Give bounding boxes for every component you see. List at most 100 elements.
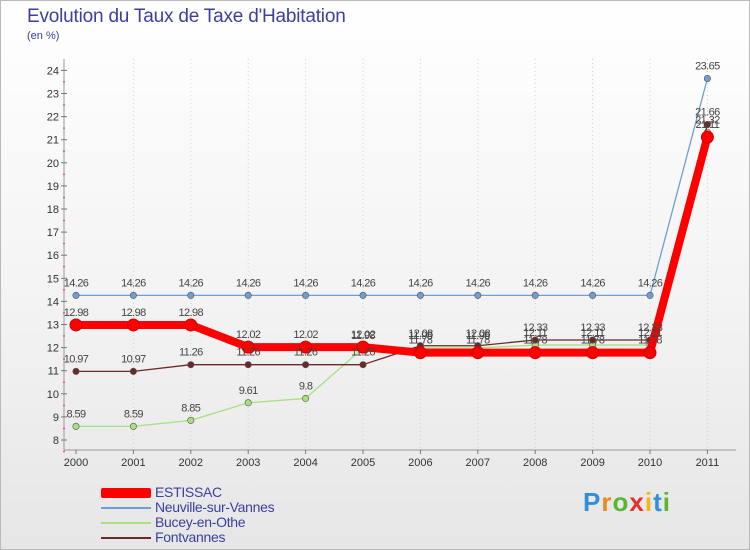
data-label: 12.98 [121, 307, 146, 319]
data-label: 14.26 [64, 277, 89, 289]
data-point [531, 291, 539, 299]
y-tick-label: 12 [47, 343, 59, 355]
data-point [356, 340, 370, 354]
y-minor-tick [63, 265, 65, 268]
legend-item-estissac: ESTISSAC [101, 485, 274, 500]
legend-label: Neuville-sur-Vannes [155, 499, 275, 515]
data-label: 11.78 [638, 335, 662, 347]
data-label: 11.26 [351, 347, 375, 359]
data-label: 12.33 [580, 322, 605, 334]
series-line [76, 132, 709, 428]
data-point [72, 291, 80, 299]
data-label: 14.26 [293, 277, 318, 289]
y-minor-tick [63, 127, 65, 130]
data-point [72, 367, 80, 375]
logo-letter: P [583, 487, 602, 517]
data-label: 10.97 [64, 353, 89, 365]
y-minor-tick [63, 242, 65, 245]
y-minor-tick [63, 219, 65, 222]
data-label: 12.02 [293, 329, 318, 341]
y-tick-label: 8 [53, 435, 59, 447]
data-label: 12.98 [179, 307, 204, 319]
y-tick-label: 13 [47, 320, 59, 332]
logo-letter: i [662, 487, 671, 517]
chart-title: Evolution du Taux de Taxe d'Habitation [27, 6, 346, 27]
y-tick-label: 22 [47, 112, 59, 124]
x-tick-label: 2004 [293, 457, 317, 469]
data-point [589, 336, 597, 344]
data-label: 12.11 [523, 327, 547, 339]
data-point [586, 346, 600, 360]
data-point [528, 346, 542, 360]
data-label: 11.78 [466, 335, 490, 347]
data-label: 21.32 [695, 114, 720, 126]
legend-item-neuville: Neuville-sur-Vannes [101, 499, 275, 515]
data-point [241, 340, 255, 354]
data-point [244, 399, 252, 407]
y-tick-label: 9 [53, 412, 59, 424]
series-line [76, 124, 709, 373]
data-point [129, 291, 137, 299]
data-point [184, 318, 198, 332]
logo-letter: x [629, 487, 645, 517]
data-point [244, 361, 252, 369]
y-minor-tick [63, 427, 65, 430]
y-minor-tick [63, 312, 65, 314]
x-tick-label: 2005 [351, 457, 375, 469]
data-label: 11.26 [179, 347, 203, 359]
proxiti-logo: Proxiti [583, 487, 671, 518]
data-label: 11.78 [409, 335, 433, 347]
logo-letter: o [612, 487, 630, 517]
data-point [643, 346, 657, 360]
data-label: 12.11 [581, 327, 605, 339]
legend-swatch-bucey [101, 521, 151, 524]
data-point [187, 361, 195, 369]
y-tick-label: 23 [47, 89, 59, 101]
y-tick-label: 18 [47, 204, 59, 216]
data-label: 12.33 [523, 322, 548, 334]
data-label: 12.02 [351, 329, 376, 341]
legend-item-fontvannes: Fontvannes [101, 530, 274, 545]
data-label: 12.08 [466, 328, 491, 340]
y-minor-tick [63, 81, 65, 83]
logo-letter: t [653, 487, 663, 517]
data-point [474, 291, 482, 299]
data-point [531, 336, 539, 344]
data-label: 8.59 [66, 408, 85, 420]
series-line [76, 78, 709, 297]
data-point [416, 291, 424, 299]
data-label: 14.26 [236, 277, 261, 289]
y-minor-tick [63, 358, 65, 361]
data-label: 8.85 [181, 402, 200, 414]
y-minor-tick [63, 381, 65, 384]
logo-letter: i [644, 487, 654, 517]
data-label: 11.78 [581, 335, 605, 347]
data-point [187, 291, 195, 299]
data-point [302, 291, 310, 299]
data-point [69, 318, 83, 332]
legend-label: ESTISSAC [155, 484, 222, 500]
data-point [299, 340, 313, 354]
data-label: 23.65 [695, 60, 720, 72]
data-point [359, 291, 367, 299]
legend-item-bucey: Bucey-en-Othe [101, 515, 274, 530]
data-point [471, 346, 485, 360]
x-tick-label: 2007 [466, 457, 490, 469]
y-tick-label: 15 [47, 273, 59, 285]
legend-label: Bucey-en-Othe [155, 514, 246, 530]
data-label: 9.61 [239, 385, 258, 397]
y-tick-label: 14 [47, 296, 59, 308]
y-tick-label: 20 [47, 158, 59, 170]
logo-letter: r [601, 487, 613, 517]
data-label: 12.02 [236, 329, 261, 341]
y-minor-tick [63, 104, 65, 106]
data-label: 10.97 [121, 353, 146, 365]
y-minor-tick [63, 173, 65, 176]
data-label: 11.26 [236, 347, 260, 359]
data-point [646, 291, 654, 299]
data-label: 14.26 [179, 277, 204, 289]
data-label: 14.26 [121, 277, 146, 289]
x-tick-label: 2009 [580, 457, 604, 469]
data-label: 14.26 [523, 277, 548, 289]
chart-subtitle: (en %) [27, 30, 60, 42]
